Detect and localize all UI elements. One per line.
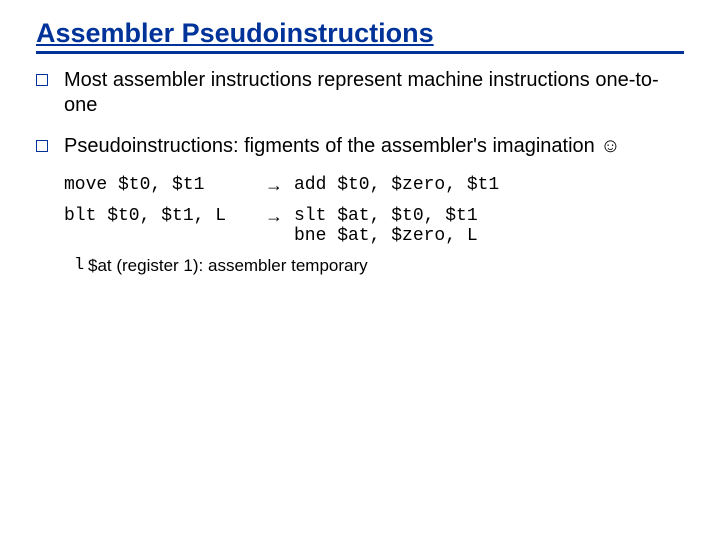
bullet-text: Pseudoinstructions: figments of the asse… bbox=[64, 134, 684, 159]
slide: Assembler Pseudoinstructions Most assemb… bbox=[0, 0, 720, 540]
example-right: add $t0, $zero, $t1 bbox=[294, 175, 684, 195]
square-bullet-icon bbox=[36, 140, 48, 152]
subnote-marker: l bbox=[74, 256, 88, 275]
example-row: move $t0, $t1 → add $t0, $zero, $t1 bbox=[64, 175, 684, 196]
example-left: move $t0, $t1 bbox=[64, 175, 254, 195]
subnote-text: $at (register 1): assembler temporary bbox=[88, 256, 684, 276]
bullet-item: Most assembler instructions represent ma… bbox=[36, 68, 684, 118]
slide-body: Most assembler instructions represent ma… bbox=[36, 54, 684, 276]
example-right: slt $at, $t0, $t1 bne $at, $zero, L bbox=[294, 206, 684, 246]
arrow-icon: → bbox=[254, 206, 294, 227]
subnote: l $at (register 1): assembler temporary bbox=[74, 256, 684, 276]
title-rule: Assembler Pseudoinstructions bbox=[36, 18, 684, 54]
bullet-text: Most assembler instructions represent ma… bbox=[64, 68, 684, 118]
example-left: blt $t0, $t1, L bbox=[64, 206, 254, 226]
square-bullet-icon bbox=[36, 74, 48, 86]
arrow-icon: → bbox=[254, 175, 294, 196]
example-row: blt $t0, $t1, L → slt $at, $t0, $t1 bne … bbox=[64, 206, 684, 246]
example-block: move $t0, $t1 → add $t0, $zero, $t1 blt … bbox=[64, 175, 684, 276]
bullet-item: Pseudoinstructions: figments of the asse… bbox=[36, 134, 684, 159]
slide-title: Assembler Pseudoinstructions bbox=[36, 18, 684, 51]
